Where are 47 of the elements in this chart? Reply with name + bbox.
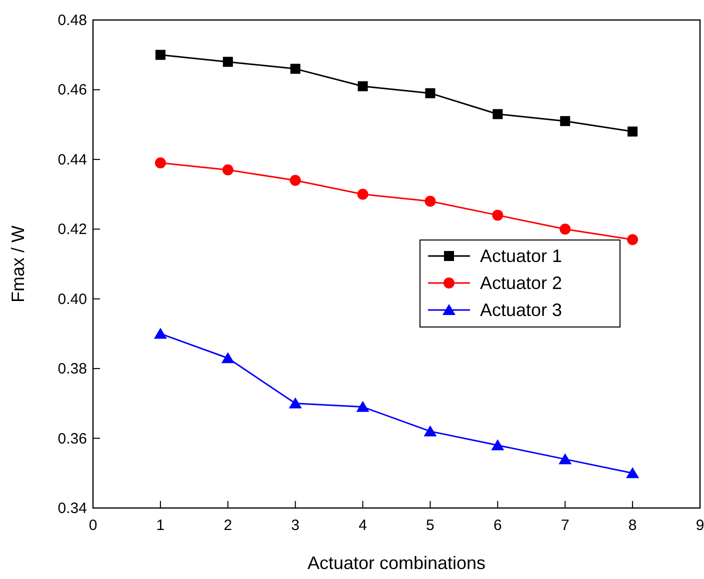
y-tick-label: 0.42 — [58, 221, 87, 238]
x-tick-label: 9 — [696, 517, 704, 534]
point — [492, 109, 503, 120]
point — [222, 164, 234, 176]
point — [222, 56, 233, 67]
point — [424, 425, 437, 436]
point — [290, 174, 301, 186]
point — [628, 126, 638, 137]
point — [290, 64, 300, 74]
x-tick-label: 2 — [224, 517, 232, 534]
x-tick-label: 5 — [426, 517, 434, 534]
y-tick-label: 0.38 — [58, 360, 87, 378]
point — [356, 400, 370, 412]
point — [627, 234, 638, 246]
point — [558, 453, 572, 464]
x-axis-title: Actuator combinations — [307, 553, 486, 573]
y-tick-label: 0.48 — [58, 12, 87, 29]
x-tick-label: 1 — [156, 517, 165, 534]
point — [626, 467, 640, 478]
y-tick-label: 0.40 — [58, 290, 87, 308]
point — [154, 328, 167, 339]
y-tick-label: 0.44 — [58, 151, 87, 168]
point — [154, 157, 166, 168]
legend-label: Actuator 1 — [480, 246, 562, 266]
point — [155, 50, 166, 60]
legend-label: Actuator 3 — [480, 300, 562, 320]
y-axis-title: Fmax / W — [8, 225, 28, 302]
point — [424, 196, 436, 207]
y-tick-label: 0.36 — [58, 430, 87, 448]
x-tick-label: 4 — [358, 517, 367, 534]
point — [491, 439, 504, 450]
legend-label: Actuator 2 — [480, 273, 562, 293]
y-tick-label: 0.34 — [58, 500, 87, 517]
point — [288, 397, 302, 408]
point — [358, 81, 368, 92]
x-tick-label: 7 — [560, 517, 570, 534]
y-tick-label: 0.46 — [58, 82, 87, 99]
point — [560, 116, 570, 126]
point — [560, 224, 571, 235]
point — [357, 188, 368, 200]
x-tick-label: 8 — [628, 517, 637, 534]
x-tick-label: 6 — [493, 517, 502, 534]
x-tick-label: 3 — [291, 517, 300, 534]
point — [492, 210, 504, 221]
point — [425, 88, 436, 98]
point — [221, 352, 234, 364]
x-tick-label: 0 — [88, 517, 98, 534]
